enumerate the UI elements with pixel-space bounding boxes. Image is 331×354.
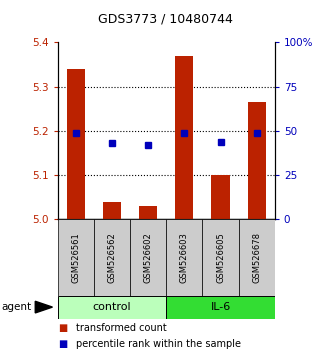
Text: GSM526678: GSM526678 (252, 232, 261, 283)
Bar (58, 219, 94, 296)
Bar (103, 202, 121, 219)
Bar (166, 296, 275, 319)
Text: transformed count: transformed count (76, 323, 167, 333)
Text: GDS3773 / 10480744: GDS3773 / 10480744 (98, 12, 233, 25)
Bar (94, 219, 130, 296)
Bar (175, 56, 193, 219)
Text: GSM526602: GSM526602 (144, 232, 153, 283)
Text: control: control (93, 302, 131, 312)
Bar (212, 175, 230, 219)
Bar (139, 206, 157, 219)
Text: GSM526605: GSM526605 (216, 232, 225, 283)
Text: agent: agent (2, 302, 32, 312)
Bar (67, 69, 85, 219)
Text: GSM526562: GSM526562 (108, 232, 117, 283)
Bar (130, 219, 166, 296)
Text: ■: ■ (58, 323, 67, 333)
Text: GSM526561: GSM526561 (71, 232, 80, 283)
Text: ■: ■ (58, 339, 67, 349)
Bar (248, 102, 266, 219)
Polygon shape (35, 301, 52, 313)
Bar (166, 219, 203, 296)
Text: GSM526603: GSM526603 (180, 232, 189, 283)
Bar (203, 219, 239, 296)
Bar (239, 219, 275, 296)
Text: IL-6: IL-6 (211, 302, 231, 312)
Text: percentile rank within the sample: percentile rank within the sample (76, 339, 241, 349)
Bar (58, 296, 166, 319)
